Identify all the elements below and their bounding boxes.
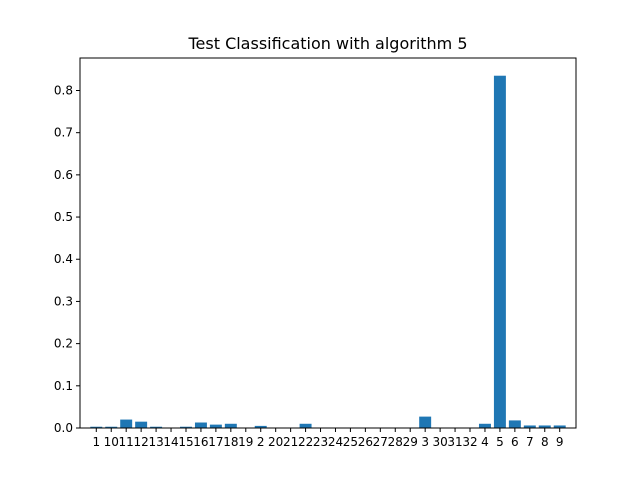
x-tick-label: 2	[257, 435, 265, 449]
x-tick-label: 7	[526, 435, 534, 449]
bar-5	[493, 75, 506, 428]
bar-12	[135, 421, 148, 428]
x-tick-label: 6	[511, 435, 519, 449]
x-tick-label: 13	[148, 435, 163, 449]
y-tick-label: 0.4	[54, 252, 73, 266]
x-tick-label: 16	[193, 435, 208, 449]
bar-22	[299, 423, 312, 428]
x-tick-label: 25	[343, 435, 358, 449]
x-tick-label: 9	[556, 435, 564, 449]
x-tick-label: 12	[133, 435, 148, 449]
y-tick-label: 0.5	[54, 210, 73, 224]
x-tick-label: 3	[421, 435, 429, 449]
x-tick-label: 5	[496, 435, 504, 449]
y-tick-label: 0.7	[54, 126, 73, 140]
x-tick-label: 28	[388, 435, 403, 449]
bar-2	[254, 425, 267, 428]
x-tick-label: 14	[163, 435, 178, 449]
bar-9	[553, 425, 566, 428]
x-tick-label: 15	[178, 435, 193, 449]
x-tick-label: 21	[283, 435, 298, 449]
x-tick-label: 30	[432, 435, 447, 449]
x-tick-label: 1	[92, 435, 100, 449]
bar-11	[120, 419, 133, 428]
x-tick-label: 23	[313, 435, 328, 449]
bar-15	[180, 426, 192, 428]
x-tick-label: 26	[358, 435, 373, 449]
bar-10	[105, 426, 118, 428]
x-tick-label: 11	[119, 435, 134, 449]
y-axis: 0.0 0.1 0.2 0.3 0.4 0.5 0.6 0.7 0.8	[54, 83, 80, 435]
x-tick-label: 22	[298, 435, 313, 449]
x-tick-label: 24	[328, 435, 343, 449]
x-tick-label: 32	[462, 435, 477, 449]
x-tick-label: 8	[541, 435, 549, 449]
y-tick-label: 0.3	[54, 294, 73, 308]
x-tick-label: 17	[208, 435, 223, 449]
y-tick-label: 0.6	[54, 168, 73, 182]
x-tick-label: 18	[223, 435, 238, 449]
x-axis: 1 10 11 12 13 14 15 16 17 18 19 2 20 21 22 23 24 25 26 27 28…	[92, 428, 564, 449]
y-tick-label: 0.0	[54, 421, 73, 435]
x-tick-label: 19	[238, 435, 253, 449]
bar-13	[150, 426, 163, 428]
plot-frame	[79, 57, 577, 429]
bar-6	[508, 420, 521, 428]
x-tick-label: 31	[447, 435, 462, 449]
bar-4	[478, 423, 491, 428]
chart-title: Test Classification with algorithm 5	[187, 34, 467, 53]
x-tick-label: 4	[481, 435, 489, 449]
x-tick-label: 10	[104, 435, 119, 449]
bar-18	[224, 423, 237, 428]
x-tick-label: 20	[268, 435, 283, 449]
y-tick-label: 0.8	[54, 83, 73, 97]
bar-3	[419, 416, 432, 428]
bar-8	[538, 425, 551, 428]
bar-7	[523, 425, 536, 428]
x-tick-label: 29	[403, 435, 418, 449]
y-tick-label: 0.1	[54, 379, 73, 393]
bar-16	[194, 422, 207, 428]
bar-17	[209, 424, 222, 428]
x-tick-label: 27	[373, 435, 388, 449]
y-tick-label: 0.2	[54, 337, 73, 351]
bar-1	[90, 426, 103, 428]
bars-group	[90, 75, 566, 428]
